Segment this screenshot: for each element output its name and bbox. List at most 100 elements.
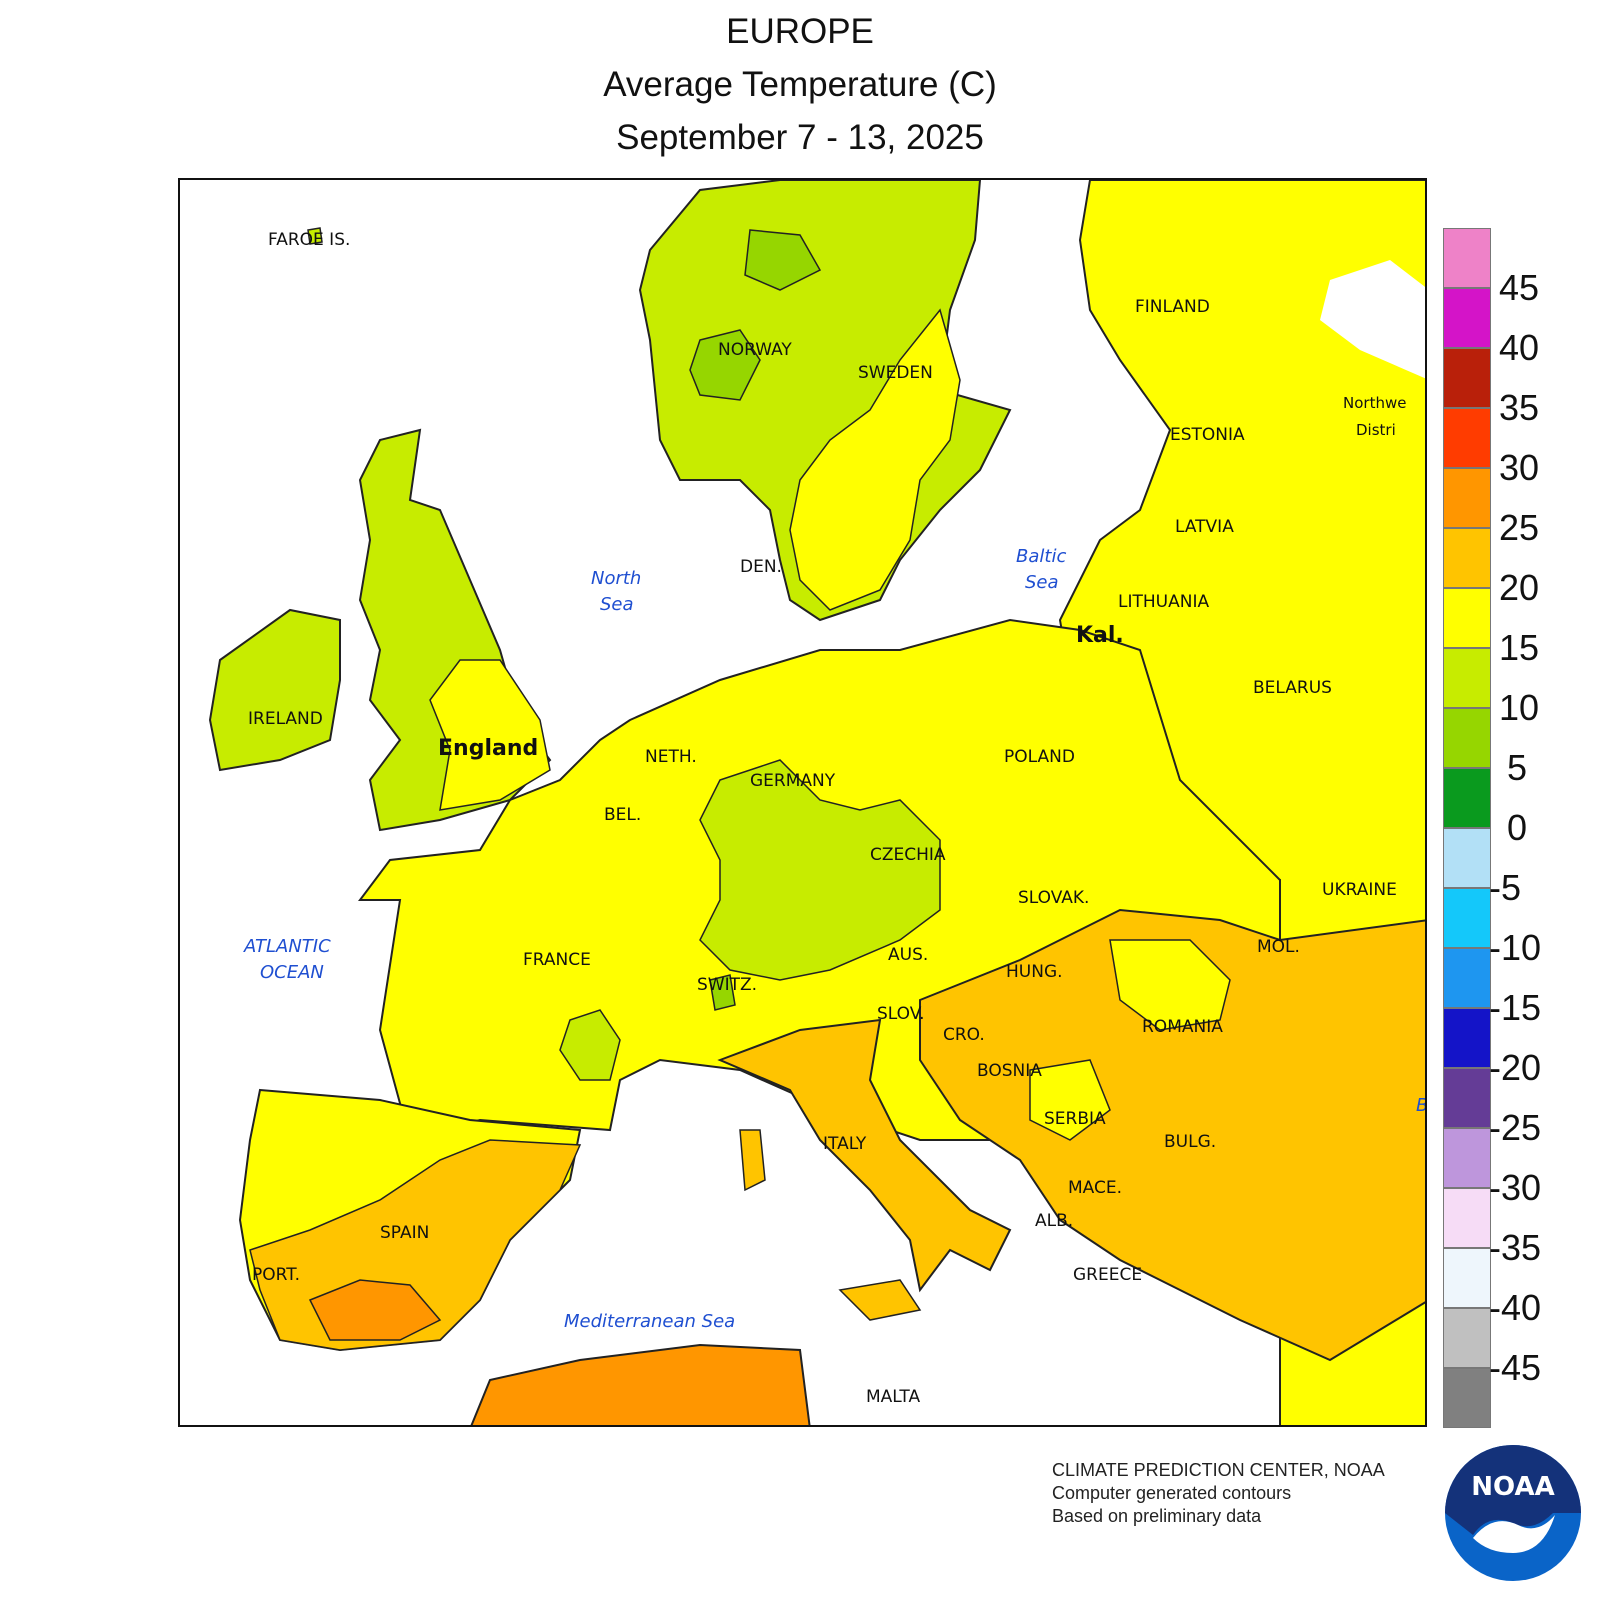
label-austria: AUS. <box>888 945 928 965</box>
legend-swatch <box>1443 948 1491 1008</box>
region-norway-cool <box>689 329 761 401</box>
legend-swatch <box>1443 1128 1491 1188</box>
region-england-warm <box>429 659 551 811</box>
region-iberia-hot <box>308 1279 442 1341</box>
label-greece: GREECE <box>1073 1265 1142 1285</box>
region-norway-cool-2 <box>744 229 822 291</box>
region-alps-cold <box>709 974 736 1011</box>
label-france: FRANCE <box>523 950 591 970</box>
label-sweden: SWEDEN <box>858 363 933 383</box>
land-north-africa <box>470 1343 811 1425</box>
label-england: England <box>438 736 538 761</box>
region-balkans-cool <box>1109 939 1231 1031</box>
legend-label: 0 <box>1507 807 1528 848</box>
label-netherlands: NETH. <box>645 747 697 767</box>
legend-swatch <box>1443 1368 1491 1428</box>
legend-swatch <box>1443 1068 1491 1128</box>
label-ireland: IRELAND <box>248 709 323 729</box>
label-mediterranean: Mediterranean Sea <box>564 1311 735 1332</box>
legend-swatch <box>1443 888 1491 948</box>
label-atlantic-2: OCEAN <box>260 962 324 983</box>
label-slovenia: SLOV. <box>877 1004 925 1024</box>
label-croatia: CRO. <box>943 1025 985 1045</box>
legend-swatch <box>1443 828 1491 888</box>
legend-label: -35 <box>1489 1227 1542 1268</box>
legend-label: 35 <box>1499 387 1540 428</box>
legend-swatch <box>1443 1188 1491 1248</box>
label-faroe: FAROE IS. <box>268 230 350 250</box>
land-scandinavia <box>638 180 1012 622</box>
region-germany-alps-cool <box>699 759 941 981</box>
label-ukraine: UKRAINE <box>1322 880 1397 900</box>
land-corsica <box>739 1129 766 1192</box>
map-subtitle-dates: September 7 - 13, 2025 <box>616 118 984 157</box>
legend-label: -25 <box>1489 1107 1542 1148</box>
legend-label: -20 <box>1489 1047 1542 1088</box>
label-slovakia: SLOVAK. <box>1018 888 1089 908</box>
legend-swatch <box>1443 768 1491 828</box>
label-finland: FINLAND <box>1135 297 1210 317</box>
legend-label: 45 <box>1499 267 1540 308</box>
legend-label: 30 <box>1499 447 1540 488</box>
legend-swatch <box>1443 708 1491 768</box>
region-france-cool <box>559 1009 621 1081</box>
label-estonia: ESTONIA <box>1170 425 1245 445</box>
land-ireland <box>208 608 341 772</box>
legend-swatch <box>1443 348 1491 408</box>
label-latvia: LATVIA <box>1175 517 1234 537</box>
noaa-logo-text: NOAA <box>1471 1472 1554 1502</box>
temperature-map: FAROE IS. NORWAY SWEDEN FINLAND ESTONIA … <box>208 180 1427 1425</box>
label-atlantic-1: ATLANTIC <box>243 936 331 957</box>
label-north-sea-1: North <box>591 568 641 589</box>
label-malta: MALTA <box>866 1387 920 1407</box>
legend-label: 25 <box>1499 507 1540 548</box>
credit-note: Based on preliminary data <box>1052 1506 1262 1526</box>
label-north-sea-2: Sea <box>600 594 634 615</box>
legend-swatch <box>1443 528 1491 588</box>
legend-label: 40 <box>1499 327 1540 368</box>
label-switzerland: SWITZ. <box>697 975 757 995</box>
land-balkans <box>919 908 1425 1362</box>
legend-label: -45 <box>1489 1347 1542 1388</box>
legend-swatch <box>1443 1308 1491 1368</box>
map-frame: FAROE IS. NORWAY SWEDEN FINLAND ESTONIA … <box>178 178 1427 1427</box>
label-macedonia: MACE. <box>1068 1178 1122 1198</box>
legend-label: 10 <box>1499 687 1540 728</box>
label-baltic-sea-2: Sea <box>1025 572 1059 593</box>
label-baltic-sea-1: Baltic <box>1016 546 1066 567</box>
noaa-logo: NOAA <box>1445 1445 1581 1581</box>
legend-label: 5 <box>1507 747 1528 788</box>
land-faroe <box>307 227 323 245</box>
label-serbia: SERBIA <box>1044 1109 1106 1129</box>
label-denmark: DEN. <box>740 557 782 577</box>
region-serbia-mild <box>1029 1059 1111 1141</box>
map-title: EUROPE <box>726 12 874 51</box>
label-bulgaria: BULG. <box>1164 1132 1216 1152</box>
label-northwest-district-1: Northwe <box>1343 394 1406 412</box>
legend-label: -10 <box>1489 927 1542 968</box>
legend-label: 15 <box>1499 627 1540 668</box>
label-albania: ALB. <box>1035 1211 1073 1231</box>
legend-swatch <box>1443 648 1491 708</box>
legend-swatch <box>1443 1008 1491 1068</box>
label-kaliningrad: Kal. <box>1076 623 1124 648</box>
label-portugal: PORT. <box>252 1265 300 1285</box>
label-black-sea-partial: B <box>1416 1095 1427 1116</box>
label-northwest-district-2: Distri <box>1356 421 1396 439</box>
label-bosnia: BOSNIA <box>977 1061 1042 1081</box>
label-spain: SPAIN <box>380 1223 429 1243</box>
label-poland: POLAND <box>1004 747 1075 767</box>
land-sicily <box>838 1279 922 1321</box>
legend-swatch <box>1443 588 1491 648</box>
legend-label: 20 <box>1499 567 1540 608</box>
legend-label: -5 <box>1489 867 1522 908</box>
legend-swatch <box>1443 468 1491 528</box>
label-belarus: BELARUS <box>1253 678 1332 698</box>
legend-label: -30 <box>1489 1167 1542 1208</box>
label-belgium: BEL. <box>604 805 641 825</box>
label-lithuania: LITHUANIA <box>1118 592 1209 612</box>
label-romania: ROMANIA <box>1142 1017 1223 1037</box>
legend-swatch <box>1443 288 1491 348</box>
label-hungary: HUNG. <box>1006 962 1063 982</box>
region-sweden-warm <box>789 308 961 611</box>
